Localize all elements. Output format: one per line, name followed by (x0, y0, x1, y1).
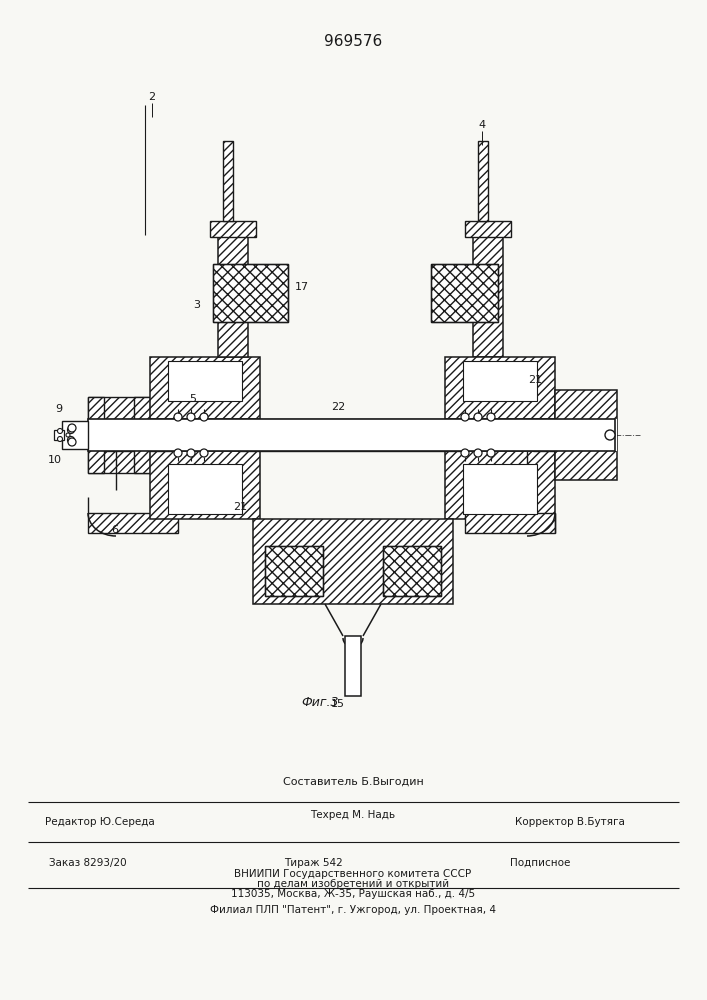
Bar (465, 221, 511, 237)
Text: 15: 15 (331, 699, 345, 709)
Circle shape (187, 449, 195, 457)
Bar (383, 546, 441, 596)
Bar (445, 419, 467, 451)
Bar (260, 419, 445, 451)
Bar (213, 264, 288, 322)
Text: по делам изобретений и открытий: по делам изобретений и открытий (257, 879, 449, 889)
Bar (54, 430, 64, 440)
Circle shape (67, 426, 74, 434)
Text: Составитель Б.Выгодин: Составитель Б.Выгодин (283, 777, 423, 787)
Bar (57, 430, 67, 440)
Text: 3: 3 (194, 300, 201, 310)
Text: 17: 17 (295, 282, 309, 292)
Bar (150, 419, 172, 451)
Bar (88, 397, 150, 419)
Bar (478, 141, 488, 221)
Bar (253, 519, 453, 604)
Circle shape (68, 438, 76, 446)
Text: 6: 6 (112, 525, 119, 535)
Bar (265, 546, 323, 596)
Text: Подписное: Подписное (510, 858, 570, 868)
Bar (533, 419, 555, 451)
Text: Филиал ПЛП "Патент", г. Ужгород, ул. Проектная, 4: Филиал ПЛП "Патент", г. Ужгород, ул. Про… (210, 905, 496, 915)
Bar (213, 264, 288, 322)
Text: 969576: 969576 (324, 34, 382, 49)
Text: 4: 4 (479, 120, 486, 130)
Bar (150, 451, 260, 519)
Circle shape (187, 413, 195, 421)
Bar (88, 513, 178, 533)
Bar (473, 237, 503, 357)
Text: Редактор Ю.Середа: Редактор Ю.Середа (45, 817, 155, 827)
Circle shape (461, 449, 469, 457)
Circle shape (461, 413, 469, 421)
Bar (463, 464, 537, 514)
Bar (431, 264, 498, 322)
Bar (445, 451, 555, 519)
Bar (168, 464, 242, 514)
Bar (65, 422, 87, 448)
Text: 21: 21 (528, 375, 542, 385)
Text: Фиг.3: Фиг.3 (301, 696, 339, 708)
Bar (238, 419, 260, 451)
Text: 113035, Москва, Ж-35, Раушская наб., д. 4/5: 113035, Москва, Ж-35, Раушская наб., д. … (231, 889, 475, 899)
Text: 5: 5 (189, 394, 197, 404)
Circle shape (57, 428, 62, 434)
Circle shape (200, 413, 208, 421)
Text: Корректор В.Бутяга: Корректор В.Бутяга (515, 817, 625, 827)
Circle shape (474, 449, 482, 457)
Bar (218, 237, 248, 357)
Text: 2: 2 (148, 92, 156, 102)
Text: 22: 22 (331, 402, 345, 412)
Bar (555, 390, 617, 480)
Bar (431, 264, 498, 322)
Bar (210, 221, 256, 237)
Bar (88, 419, 615, 451)
Text: 10: 10 (48, 455, 62, 465)
Bar (150, 357, 260, 419)
Circle shape (487, 449, 495, 457)
Bar (383, 546, 441, 596)
Circle shape (68, 424, 76, 432)
Text: 9: 9 (55, 404, 62, 414)
Bar (88, 451, 150, 473)
Bar (345, 636, 361, 696)
Circle shape (474, 413, 482, 421)
Bar (62, 421, 88, 449)
Circle shape (174, 449, 182, 457)
Text: Техред М. Надь: Техред М. Надь (310, 810, 395, 820)
Bar (463, 361, 537, 401)
Text: Тираж 542: Тираж 542 (284, 858, 342, 868)
Circle shape (57, 436, 62, 442)
Bar (88, 397, 104, 473)
Circle shape (67, 436, 74, 444)
Circle shape (174, 413, 182, 421)
Bar (134, 397, 150, 473)
Text: 21: 21 (233, 502, 247, 512)
Bar (168, 361, 242, 401)
Bar (445, 357, 555, 419)
Text: ВНИИПИ Государственного комитета СССР: ВНИИПИ Государственного комитета СССР (235, 869, 472, 879)
Circle shape (200, 449, 208, 457)
Bar (465, 513, 555, 533)
Bar (223, 141, 233, 221)
Circle shape (66, 433, 70, 437)
Text: Заказ 8293/20: Заказ 8293/20 (49, 858, 127, 868)
Circle shape (487, 413, 495, 421)
Bar (555, 419, 617, 451)
Bar (104, 419, 134, 451)
Bar (265, 546, 323, 596)
Circle shape (605, 430, 615, 440)
